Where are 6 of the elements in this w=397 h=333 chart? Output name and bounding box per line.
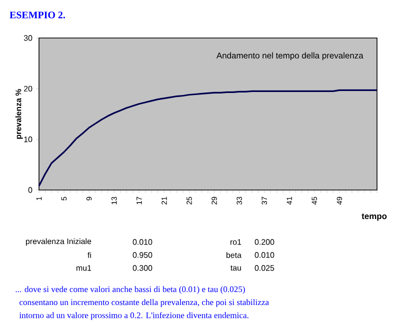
text: intorno ad un valore prossimo a 0.2. L'infezione diventa endemica. xyxy=(19,312,248,320)
chart-title: ESEMPIO 2. xyxy=(10,12,65,18)
text: consentano un incremento costante della prevalenza, che poi si stabilizza xyxy=(20,299,269,307)
x-axis-title: tempo xyxy=(362,214,387,221)
text: ... dove si vede come valori anche bassi di beta (0.01) e tau (0.025) xyxy=(16,286,245,294)
text: Andamento nel tempo della prevalenza xyxy=(216,52,364,60)
